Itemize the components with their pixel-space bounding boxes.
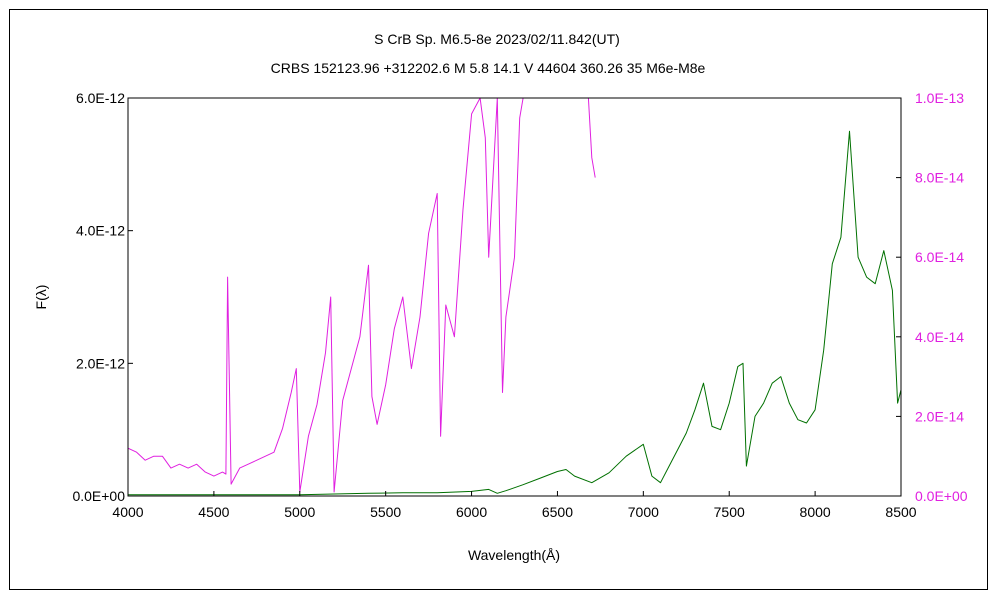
x-tick-label: 4500 bbox=[198, 504, 229, 520]
y-left-tick-label: 0.0E+00 bbox=[72, 488, 125, 504]
x-tick-label: 5500 bbox=[370, 504, 401, 520]
y-left-tick-label: 2.0E-12 bbox=[76, 355, 125, 371]
x-tick-label: 6500 bbox=[542, 504, 573, 520]
series-line-right-axis bbox=[128, 98, 596, 493]
y-right-tick-label: 0.0E+00 bbox=[915, 488, 968, 504]
chart-title: S CrB Sp. M6.5-8e 2023/02/11.842(UT) bbox=[374, 31, 620, 47]
chart-subtitle: CRBS 152123.96 +312202.6 M 5.8 14.1 V 44… bbox=[271, 60, 706, 76]
y-left-tick-label: 6.0E-12 bbox=[76, 90, 125, 106]
x-axis-label: Wavelength(Å) bbox=[468, 547, 560, 563]
x-tick-label: 8000 bbox=[800, 504, 831, 520]
x-tick-label: 4000 bbox=[112, 504, 143, 520]
plot-area-border bbox=[127, 97, 902, 497]
y-right-tick-label: 1.0E-13 bbox=[915, 90, 964, 106]
series-line-left-axis bbox=[128, 130, 901, 496]
x-tick-label: 6000 bbox=[456, 504, 487, 520]
y-axis-label: F(λ) bbox=[33, 285, 49, 310]
y-right-tick-label: 4.0E-14 bbox=[915, 329, 964, 345]
x-tick-label: 7500 bbox=[714, 504, 745, 520]
y-right-tick-label: 2.0E-14 bbox=[915, 408, 964, 424]
y-left-tick-label: 4.0E-12 bbox=[76, 223, 125, 239]
y-right-tick-label: 8.0E-14 bbox=[915, 170, 964, 186]
x-tick-label: 5000 bbox=[284, 504, 315, 520]
y-right-tick-label: 6.0E-14 bbox=[915, 249, 964, 265]
x-tick-label: 7000 bbox=[628, 504, 659, 520]
x-tick-label: 8500 bbox=[885, 504, 916, 520]
